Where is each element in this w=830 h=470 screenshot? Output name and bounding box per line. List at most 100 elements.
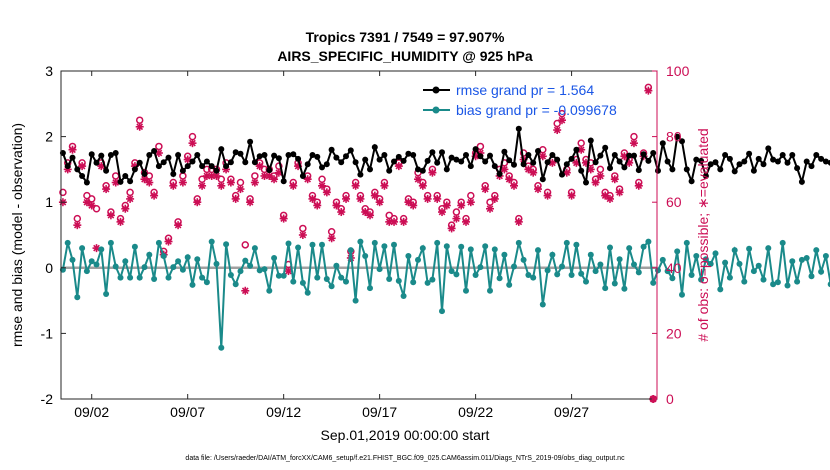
rmse-point xyxy=(386,167,393,174)
rmse-point xyxy=(602,144,609,151)
bias-point xyxy=(410,279,417,286)
obs-evaluated-marker xyxy=(298,231,307,239)
rmse-point xyxy=(688,178,695,185)
rmse-point xyxy=(443,166,450,173)
rmse-point xyxy=(112,150,119,156)
bias-point xyxy=(69,256,76,263)
obs-evaluated-marker xyxy=(404,198,413,207)
x-axis: 09/02 09/07 09/12 09/17 09/22 09/27 xyxy=(74,71,589,420)
rmse-point xyxy=(299,173,306,179)
obs-evaluated-marker xyxy=(193,198,202,207)
rmse-point xyxy=(491,163,498,170)
rmse-point xyxy=(611,152,618,158)
rmse-point xyxy=(770,156,777,163)
bias-point xyxy=(702,256,709,263)
rmse-point xyxy=(74,166,81,173)
bias-point xyxy=(170,264,177,271)
obs-evaluated-marker xyxy=(356,194,365,203)
rmse-point xyxy=(621,164,628,171)
rmse-point xyxy=(117,178,124,185)
obs-evaluated-marker xyxy=(466,198,475,207)
rmse-point xyxy=(415,166,421,173)
obs-evaluated-marker xyxy=(102,185,111,194)
bias-point xyxy=(587,251,594,258)
rmse-point xyxy=(655,167,661,174)
bias-point xyxy=(405,253,412,259)
rmse-point xyxy=(674,133,681,140)
bias-point xyxy=(275,272,282,279)
rmse-point xyxy=(170,171,177,177)
obs-evaluated-marker xyxy=(265,171,274,180)
obs-evaluated-marker xyxy=(303,175,312,184)
rmse-point xyxy=(419,167,426,174)
bias-point xyxy=(482,243,489,250)
bias-point xyxy=(395,277,402,284)
rmse-point xyxy=(544,159,551,166)
bias-point xyxy=(232,281,239,288)
rmse-point xyxy=(803,158,810,165)
y-left-tick-label: -2 xyxy=(41,391,54,407)
rmse-point xyxy=(693,156,700,163)
bias-point xyxy=(602,285,609,292)
bias-point xyxy=(352,297,359,304)
bias-point xyxy=(746,245,753,252)
bias-point xyxy=(683,239,690,246)
obs-evaluated-marker xyxy=(73,221,82,230)
rmse-point xyxy=(141,171,148,177)
bias-point xyxy=(674,248,681,255)
bias-point xyxy=(323,276,330,282)
bias-point xyxy=(136,274,143,281)
bias-point xyxy=(347,247,354,254)
obs-evaluated-marker xyxy=(178,178,187,187)
obs-evaluated-marker xyxy=(246,198,255,207)
y-left-tick-label: -1 xyxy=(41,325,54,341)
obs-evaluated-marker xyxy=(524,165,533,174)
rmse-point xyxy=(242,159,249,166)
bias-point xyxy=(626,245,633,252)
bias-point xyxy=(199,274,206,281)
legend-bias-label: bias grand pr = -0.099678 xyxy=(456,102,617,118)
bias-point xyxy=(261,266,268,273)
bias-point xyxy=(328,283,335,290)
bias-point xyxy=(798,256,805,263)
footer-data-file: data file: /Users/raeder/DAI/ATM_forcXX/… xyxy=(185,455,625,462)
rmse-point xyxy=(227,159,234,166)
rmse-point xyxy=(338,159,345,166)
bias-point xyxy=(650,279,657,286)
obs-evaluated-marker xyxy=(505,175,514,184)
obs-evaluated-marker xyxy=(418,181,427,190)
rmse-point xyxy=(645,157,652,164)
obs-evaluated-marker xyxy=(557,116,566,125)
bias-point xyxy=(726,274,733,281)
x-axis-label: Sep.01,2019 00:00:00 start xyxy=(321,427,490,443)
bias-point xyxy=(722,259,729,266)
rmse-point xyxy=(774,158,781,165)
rmse-point xyxy=(822,158,829,165)
bias-point xyxy=(506,281,513,288)
obs-evaluated-marker xyxy=(164,237,173,246)
rmse-point xyxy=(818,155,825,162)
y-axis-right: 0 20 40 60 80 100 xyxy=(652,63,690,407)
rmse-point xyxy=(175,152,182,158)
rmse-point xyxy=(357,171,364,178)
chart-subtitle: AIRS_SPECIFIC_HUMIDITY @ 925 hPa xyxy=(277,48,533,64)
rmse-point xyxy=(813,152,820,158)
y-axis-left-label: rmse and bias (model - observation) xyxy=(9,123,25,347)
obs-evaluated-marker xyxy=(135,122,144,131)
obs-evaluated-marker xyxy=(610,175,619,184)
bias-point xyxy=(434,239,441,246)
rmse-point xyxy=(434,159,441,166)
bias-point xyxy=(122,258,129,265)
rmse-point xyxy=(726,155,733,162)
x-tick-label: 09/22 xyxy=(458,404,493,420)
bias-point xyxy=(794,278,801,285)
bias-point xyxy=(112,263,119,270)
obs-evaluated-marker xyxy=(116,217,125,226)
bias-point xyxy=(391,241,397,248)
obs-evaluated-marker xyxy=(543,191,552,200)
obs-evaluated-marker xyxy=(577,145,586,154)
rmse-point xyxy=(328,146,335,153)
rmse-point xyxy=(261,152,268,158)
bias-point xyxy=(127,274,134,281)
bias-point xyxy=(827,281,830,288)
